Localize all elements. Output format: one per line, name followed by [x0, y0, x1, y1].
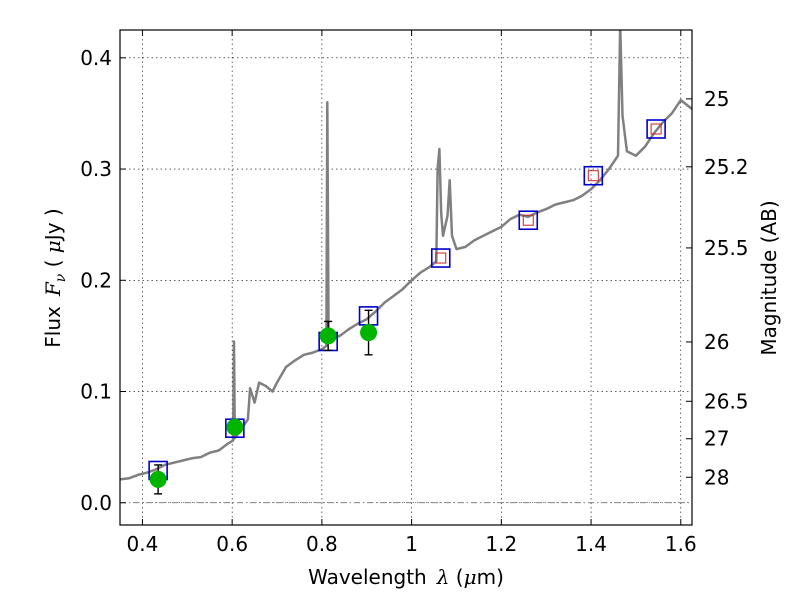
x-tick-label: 0.8 — [306, 532, 338, 556]
data-marks — [120, 30, 692, 495]
x-tick-label: 0.6 — [216, 532, 248, 556]
grid — [120, 30, 692, 525]
y-tick-label: 0.4 — [80, 46, 112, 70]
observed-photometry-point — [226, 418, 244, 436]
plot-frame — [119, 29, 693, 526]
data-clip-group — [120, 30, 692, 495]
y2-tick-label: 27 — [704, 427, 729, 451]
y-tick-label: 0.2 — [80, 268, 112, 292]
axes-frame — [119, 29, 693, 526]
small-marker — [587, 170, 599, 182]
y2-axis-label: Magnitude (AB) — [757, 200, 781, 355]
synthetic-photometry-marker — [518, 210, 539, 231]
observed-photometry-point — [319, 327, 337, 345]
y-tick-label: 0.1 — [80, 380, 112, 404]
spectrum-line — [120, 30, 692, 481]
x-tick-label: 1 — [405, 532, 418, 556]
y-tick-label: 0.0 — [80, 491, 112, 515]
y-tick-label: 0.3 — [80, 157, 112, 181]
plot-background — [120, 30, 692, 525]
ticks: 0.4 0.6 0.8 1 1.2 1.4 1.6 0.0 0.1 0.2 0.3 0.4 25 25.2… — [80, 30, 749, 556]
x-tick-label: 1.4 — [575, 532, 607, 556]
synthetic-photometry-marker — [430, 248, 451, 268]
y2-tick-label: 28 — [704, 465, 729, 489]
synthetic-photometry-marker — [646, 119, 666, 139]
synthetic-photometry-marker — [583, 165, 604, 186]
x-tick-label: 1.6 — [665, 532, 697, 556]
observed-photometry-point — [360, 324, 378, 342]
plot-area — [120, 30, 692, 525]
observed-photometry-point — [149, 470, 167, 488]
y2-tick-label: 25.2 — [704, 155, 749, 179]
y2-tick-label: 25.5 — [704, 236, 749, 260]
small-marker — [435, 252, 447, 264]
x-axis-label: Wavelength λ (μm) — [308, 565, 504, 589]
x-tick-label: 1.2 — [485, 532, 517, 556]
y2-tick-label: 26.5 — [704, 389, 749, 413]
small-marker — [650, 123, 662, 135]
x-tick-label: 0.4 — [127, 532, 159, 556]
small-marker — [522, 214, 534, 226]
y2-tick-label: 26 — [704, 330, 729, 354]
y2-tick-label: 25 — [704, 87, 729, 111]
y-axis-label: FluxFν ( μJy ) — [41, 208, 69, 347]
